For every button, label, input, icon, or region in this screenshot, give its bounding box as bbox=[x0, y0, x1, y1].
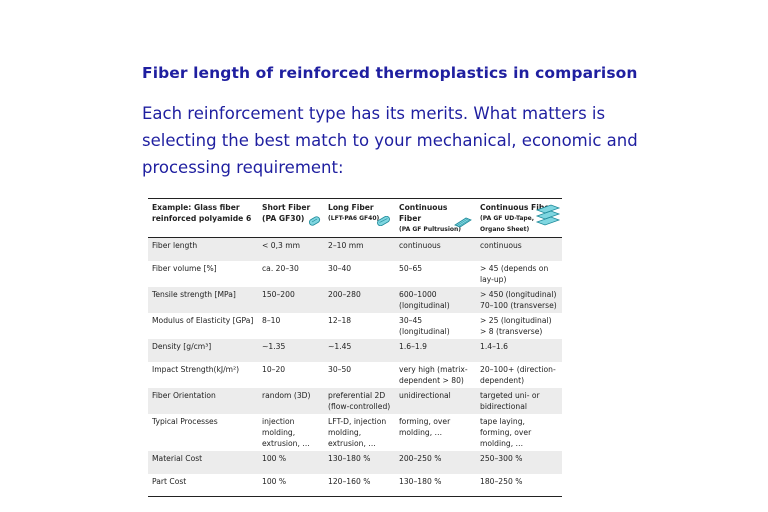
cell-continuous-fiber-tape: 20–100+ (direction-dependent) bbox=[480, 364, 556, 385]
cell-short-fiber: 100 % bbox=[262, 476, 287, 486]
cell-continuous-fiber: unidirectional bbox=[399, 390, 451, 400]
row-label: Part Cost bbox=[152, 476, 187, 486]
cell-long-fiber: LFT-D, injection molding, extrusion, … bbox=[328, 416, 387, 448]
row-label: Fiber Orientation bbox=[152, 390, 216, 400]
cell-continuous-fiber: 130–180 % bbox=[399, 476, 442, 486]
table-row-fiber-volume: Fiber volume [%] ca. 20–30 30–40 50–65 >… bbox=[148, 261, 562, 287]
table-row-tensile-strength: Tensile strength [MPa] 150–200 200–280 6… bbox=[148, 286, 562, 313]
cell-continuous-fiber: 600–1000 (longitudinal) bbox=[399, 289, 450, 310]
short-fiber-pellet-icon bbox=[308, 216, 321, 226]
header-short-fiber: Short Fiber (PA GF30) bbox=[258, 199, 324, 238]
table-row-modulus: Modulus of Elasticity [GPa] 8–10 12–18 3… bbox=[148, 313, 562, 339]
header-long-fiber-subtitle: (LFT-PA6 GF40) bbox=[328, 215, 380, 222]
header-example-line1: Example: Glass fiber bbox=[152, 203, 240, 212]
cell-continuous-fiber: 50–65 bbox=[399, 263, 423, 273]
cell-continuous-fiber-tape: 180–250 % bbox=[480, 476, 523, 486]
cell-long-fiber: 200–280 bbox=[328, 289, 361, 299]
header-continuous-fiber-tape-subtitle: (PA GF UD-Tape, bbox=[480, 215, 535, 222]
intro-paragraph: Each reinforcement type has its merits. … bbox=[142, 104, 638, 177]
row-label: Typical Processes bbox=[152, 416, 218, 426]
table-row-density: Density [g/cm³] ~1.35 ~1.45 1.6–1.9 1.4–… bbox=[148, 338, 562, 362]
row-label: Tensile strength [MPa] bbox=[152, 289, 236, 299]
cell-continuous-fiber-tape: continuous bbox=[480, 241, 522, 250]
cell-continuous-fiber: forming, over molding, … bbox=[399, 416, 451, 437]
table-header-row: Example: Glass fiber reinforced polyamid… bbox=[148, 198, 562, 238]
header-long-fiber-title: Long Fiber bbox=[328, 203, 374, 212]
table-row-material-cost: Material Cost 100 % 130–180 % 200–250 % … bbox=[148, 450, 562, 474]
cell-short-fiber: 10–20 bbox=[262, 364, 286, 374]
cell-continuous-fiber: 200–250 % bbox=[399, 453, 442, 463]
header-continuous-fiber-tape: Continuous Fiber (PA GF UD-Tape, Organo … bbox=[476, 199, 562, 238]
cell-continuous-fiber-tape: 250–300 % bbox=[480, 453, 523, 463]
header-example: Example: Glass fiber reinforced polyamid… bbox=[148, 199, 258, 238]
cell-continuous-fiber-tape: > 25 (longitudinal) > 8 (transverse) bbox=[480, 315, 552, 336]
long-fiber-pellet-icon bbox=[377, 216, 390, 226]
row-label: Fiber length bbox=[152, 241, 198, 250]
page-title: Fiber length of reinforced thermoplastic… bbox=[142, 64, 638, 82]
cell-long-fiber: 120–160 % bbox=[328, 476, 371, 486]
row-label: Impact Strength(kJ/m²) bbox=[152, 364, 240, 374]
row-label: Fiber volume [%] bbox=[152, 263, 217, 273]
cell-long-fiber: 2–10 mm bbox=[328, 241, 364, 250]
cell-continuous-fiber-tape: tape laying, forming, over molding, … bbox=[480, 416, 532, 448]
cell-continuous-fiber-tape: targeted uni- or bidirectional bbox=[480, 390, 540, 411]
cell-continuous-fiber: very high (matrix-dependent > 80) bbox=[399, 364, 468, 385]
cell-continuous-fiber-tape: 1.4–1.6 bbox=[480, 341, 508, 351]
cell-short-fiber: 100 % bbox=[262, 453, 287, 463]
cell-continuous-fiber-tape: > 450 (longitudinal) 70–100 (transverse) bbox=[480, 289, 557, 310]
pultrusion-rod-icon bbox=[454, 217, 472, 228]
cell-short-fiber: < 0,3 mm bbox=[262, 241, 301, 250]
header-continuous-fiber-tape-subtitle2: Organo Sheet) bbox=[480, 226, 530, 233]
cell-continuous-fiber-tape: > 45 (depends on lay-up) bbox=[480, 263, 549, 284]
table-row-fiber-length: Fiber length < 0,3 mm 2–10 mm continuous… bbox=[148, 237, 562, 261]
table-row-impact-strength: Impact Strength(kJ/m²) 10–20 30–50 very … bbox=[148, 362, 562, 388]
cell-long-fiber: 30–40 bbox=[328, 263, 352, 273]
header-continuous-fiber-subtitle: (PA GF Pultrusion) bbox=[399, 226, 462, 233]
cell-short-fiber: ~1.35 bbox=[262, 341, 286, 351]
header-continuous-fiber-title: Continuous Fiber bbox=[399, 203, 448, 223]
cell-short-fiber: random (3D) bbox=[262, 390, 311, 400]
cell-short-fiber: injection molding, extrusion, … bbox=[262, 416, 310, 448]
cell-short-fiber: 8–10 bbox=[262, 315, 281, 325]
cell-short-fiber: ca. 20–30 bbox=[262, 263, 299, 273]
row-label: Material Cost bbox=[152, 453, 203, 463]
cell-long-fiber: ~1.45 bbox=[328, 341, 352, 351]
table-row-fiber-orientation: Fiber Orientation random (3D) preferenti… bbox=[148, 387, 562, 414]
header-short-fiber-title: Short Fiber bbox=[262, 203, 311, 212]
header-long-fiber: Long Fiber (LFT-PA6 GF40) bbox=[324, 199, 395, 238]
stacked-tape-icon bbox=[535, 204, 561, 226]
row-label: Modulus of Elasticity [GPa] bbox=[152, 315, 254, 325]
header-short-fiber-subtitle: (PA GF30) bbox=[262, 214, 305, 223]
header-example-line2: reinforced polyamide 6 bbox=[152, 214, 252, 223]
cell-long-fiber: preferential 2D (flow-controlled) bbox=[328, 390, 391, 411]
cell-long-fiber: 30–50 bbox=[328, 364, 352, 374]
table-row-part-cost: Part Cost 100 % 120–160 % 130–180 % 180–… bbox=[148, 474, 562, 497]
row-label: Density [g/cm³] bbox=[152, 341, 212, 351]
header-continuous-fiber: Continuous Fiber (PA GF Pultrusion) bbox=[395, 199, 476, 238]
cell-long-fiber: 130–180 % bbox=[328, 453, 371, 463]
header-continuous-fiber-tape-title: Continuous Fiber bbox=[480, 203, 554, 212]
comparison-table: Example: Glass fiber reinforced polyamid… bbox=[148, 198, 562, 497]
cell-short-fiber: 150–200 bbox=[262, 289, 295, 299]
cell-continuous-fiber: continuous bbox=[399, 241, 441, 250]
cell-long-fiber: 12–18 bbox=[328, 315, 352, 325]
table-row-typical-processes: Typical Processes injection molding, ext… bbox=[148, 414, 562, 451]
cell-continuous-fiber: 30–45 (longitudinal) bbox=[399, 315, 450, 336]
cell-continuous-fiber: 1.6–1.9 bbox=[399, 341, 427, 351]
